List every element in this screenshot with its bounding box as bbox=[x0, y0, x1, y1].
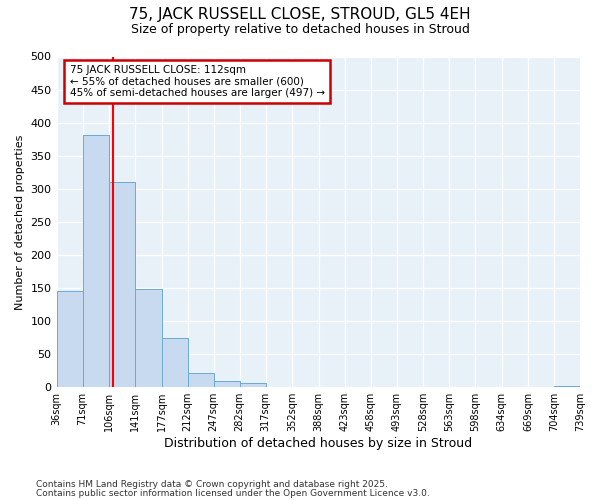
Text: Contains public sector information licensed under the Open Government Licence v3: Contains public sector information licen… bbox=[36, 488, 430, 498]
Bar bbox=[56, 292, 83, 387]
Bar bbox=[135, 290, 161, 387]
Text: 75 JACK RUSSELL CLOSE: 112sqm
← 55% of detached houses are smaller (600)
45% of : 75 JACK RUSSELL CLOSE: 112sqm ← 55% of d… bbox=[70, 65, 325, 98]
X-axis label: Distribution of detached houses by size in Stroud: Distribution of detached houses by size … bbox=[164, 437, 472, 450]
Bar bbox=[161, 338, 188, 387]
Y-axis label: Number of detached properties: Number of detached properties bbox=[15, 134, 25, 310]
Text: Contains HM Land Registry data © Crown copyright and database right 2025.: Contains HM Land Registry data © Crown c… bbox=[36, 480, 388, 489]
Bar bbox=[214, 380, 240, 387]
Bar bbox=[188, 372, 214, 387]
Text: Size of property relative to detached houses in Stroud: Size of property relative to detached ho… bbox=[131, 22, 469, 36]
Bar bbox=[83, 134, 109, 387]
Bar bbox=[240, 382, 266, 387]
Bar bbox=[109, 182, 135, 387]
Bar bbox=[554, 386, 580, 387]
Text: 75, JACK RUSSELL CLOSE, STROUD, GL5 4EH: 75, JACK RUSSELL CLOSE, STROUD, GL5 4EH bbox=[129, 8, 471, 22]
